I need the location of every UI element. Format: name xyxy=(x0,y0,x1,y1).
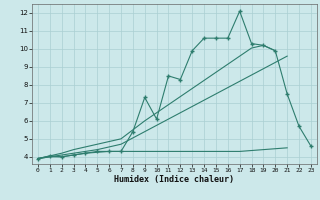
X-axis label: Humidex (Indice chaleur): Humidex (Indice chaleur) xyxy=(115,175,234,184)
